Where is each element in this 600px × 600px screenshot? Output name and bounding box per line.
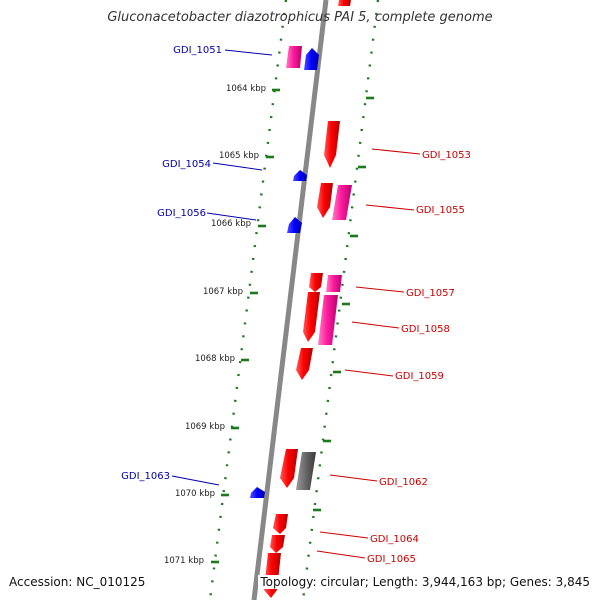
gene-arrow-gdi-1058b[interactable] [318,295,338,345]
gene-label-gdi-1065[interactable]: GDI_1065 [367,554,416,565]
scale-tick-label: 1068 kbp [195,354,235,364]
genome-backbone [251,0,329,600]
gene-label-gdi-1055[interactable]: GDI_1055 [416,205,465,216]
gene-arrow-gdi-1054[interactable] [293,170,307,181]
gene-arrow-gdi-1059[interactable] [296,348,313,380]
gene-arrow-gdi-1056[interactable] [287,217,302,233]
gene-arrow-gdi-1058[interactable] [303,292,320,342]
gene-arrow-gdi-1051[interactable] [286,46,302,68]
gene-arrow-gdi-1062b[interactable] [296,452,316,490]
page-title: Gluconacetobacter diazotrophicus PAI 5, … [107,10,493,25]
gene-arrow-gdi-1051b[interactable] [304,48,319,70]
scale-tick-label: 1070 kbp [175,489,215,499]
scale-tick-label: 1071 kbp [164,556,204,566]
gene-arrow-gdi-1057b[interactable] [326,275,342,292]
accession-text: Accession: NC_010125 [9,575,146,589]
gene-label-gdi-1062[interactable]: GDI_1062 [379,477,428,488]
gene-arrow-gdi-1055[interactable] [317,183,333,218]
gene-label-gdi-1059[interactable]: GDI_1059 [395,371,444,382]
scale-tick-label: 1065 kbp [219,151,259,161]
gene-arrow[interactable] [338,0,351,6]
minus-leader-lines [171,49,273,486]
gene-arrow-gdi-1053[interactable] [324,121,340,168]
gene-label-gdi-1056[interactable]: GDI_1056 [157,208,206,219]
gene-arrow-gdi-1063[interactable] [250,487,265,498]
scale-tick-label: 1067 kbp [203,287,243,297]
outer-ticks [313,96,374,512]
gene-label-gdi-1064[interactable]: GDI_1064 [370,534,419,545]
genome-summary-text: Topology: circular; Length: 3,944,163 bp… [258,575,590,589]
gene-label-gdi-1057[interactable]: GDI_1057 [406,288,455,299]
gene-label-gdi-1051[interactable]: GDI_1051 [173,45,222,56]
gene-arrow-gdi-1062[interactable] [280,449,298,488]
gene-arrow-gdi-1055b[interactable] [332,185,352,220]
scale-tick-label: 1069 kbp [185,422,225,432]
gene-arrow-gdi-1065[interactable] [270,535,285,553]
kbp-ticks [211,88,280,564]
gene-label-gdi-1053[interactable]: GDI_1053 [422,150,471,161]
gene-label-gdi-1063[interactable]: GDI_1063 [121,471,170,482]
gene-label-gdi-1058[interactable]: GDI_1058 [401,324,450,335]
scale-tick-label: 1064 kbp [226,84,266,94]
plus-leader-lines [316,148,421,559]
scale-tick-label: 1066 kbp [211,219,251,229]
gene-arrow-gdi-1064[interactable] [273,514,288,534]
gene-label-gdi-1054[interactable]: GDI_1054 [162,159,211,170]
gene-arrow-gdi-1057[interactable] [309,273,323,292]
